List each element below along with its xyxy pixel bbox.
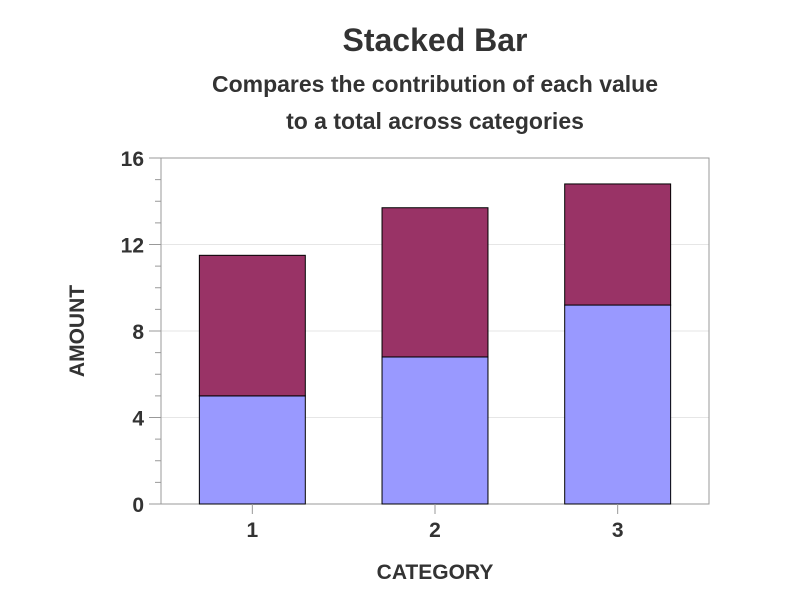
y-tick-label-0: 0 bbox=[132, 494, 144, 517]
bar-cat2-seg1 bbox=[381, 356, 489, 505]
bar-cat3-seg2 bbox=[564, 183, 672, 306]
bars bbox=[198, 183, 672, 505]
y-axis-label: AMOUNT bbox=[66, 285, 89, 377]
y-tick-label-3: 12 bbox=[121, 235, 144, 258]
bar-cat1-seg1 bbox=[198, 395, 306, 505]
y-tick-label-1: 4 bbox=[132, 408, 144, 431]
bar-cat2-seg2 bbox=[381, 207, 489, 358]
y-axis: 0 4 8 12 16 bbox=[121, 148, 161, 517]
chart-subtitle-line-1: Compares the contribution of each value bbox=[212, 71, 658, 97]
x-tick-label-1: 1 bbox=[246, 519, 258, 542]
bar-cat3-seg1 bbox=[564, 304, 672, 505]
x-tick-label-2: 2 bbox=[429, 519, 441, 542]
x-axis-label: CATEGORY bbox=[377, 561, 494, 584]
y-tick-label-4: 16 bbox=[121, 148, 144, 171]
y-tick-label-2: 8 bbox=[132, 321, 144, 344]
x-tick-label-3: 3 bbox=[612, 519, 624, 542]
x-axis: 1 2 3 bbox=[246, 504, 624, 542]
bar-cat1-seg2 bbox=[198, 254, 306, 397]
chart-subtitle-line-2: to a total across categories bbox=[286, 108, 584, 134]
chart-title: Stacked Bar bbox=[343, 22, 528, 58]
